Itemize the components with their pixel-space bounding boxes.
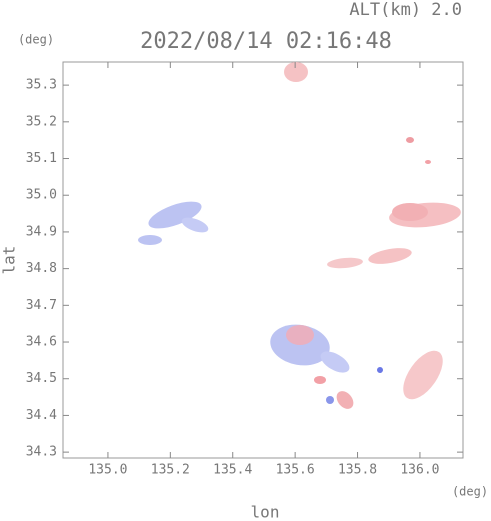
- echo-patch: [327, 257, 363, 269]
- y-tick-label: 34.6: [26, 335, 57, 350]
- y-tick-label: 34.8: [26, 261, 57, 276]
- echo-patch: [286, 325, 314, 345]
- x-axis-label: lon: [251, 503, 280, 521]
- radar-echoes: [138, 62, 461, 409]
- echo-patch: [314, 376, 326, 384]
- echo-patch: [326, 396, 334, 404]
- chart-title: 2022/08/14 02:16:48: [140, 29, 392, 54]
- echo-patch: [377, 367, 383, 373]
- x-tick-label: 135.6: [276, 463, 315, 478]
- y-axis-label: lat: [0, 246, 19, 275]
- echo-patch: [406, 137, 414, 143]
- echo-patch: [403, 350, 443, 400]
- y-tick-label: 34.9: [26, 224, 57, 239]
- echo-patch: [284, 62, 308, 82]
- y-tick-label: 34.5: [26, 371, 57, 386]
- echo-patch: [392, 203, 428, 221]
- echo-patch: [320, 351, 350, 373]
- echo-patch: [368, 248, 412, 264]
- x-unit: (deg): [452, 485, 488, 499]
- echo-patch: [181, 217, 209, 233]
- echo-patch: [336, 391, 354, 409]
- x-tick-label: 135.2: [151, 463, 190, 478]
- y-tick-label: 34.3: [26, 445, 57, 460]
- y-unit: (deg): [18, 33, 54, 47]
- echo-patch: [138, 235, 162, 245]
- y-tick-label: 35.0: [26, 188, 57, 203]
- echo-patch: [425, 160, 431, 164]
- y-tick-label: 35.2: [26, 114, 57, 129]
- y-tick-label: 34.7: [26, 298, 57, 313]
- x-tick-label: 135.4: [213, 463, 252, 478]
- x-tick-label: 136.0: [400, 463, 439, 478]
- x-tick-label: 135.8: [338, 463, 377, 478]
- echo-patch: [148, 201, 202, 229]
- plot-frame: [62, 61, 464, 459]
- y-tick-label: 34.4: [26, 408, 57, 423]
- altitude-label: ALT(km) 2.0: [349, 0, 462, 20]
- y-tick-label: 35.3: [26, 78, 57, 93]
- y-tick-label: 35.1: [26, 151, 57, 166]
- x-tick-label: 135.0: [88, 463, 127, 478]
